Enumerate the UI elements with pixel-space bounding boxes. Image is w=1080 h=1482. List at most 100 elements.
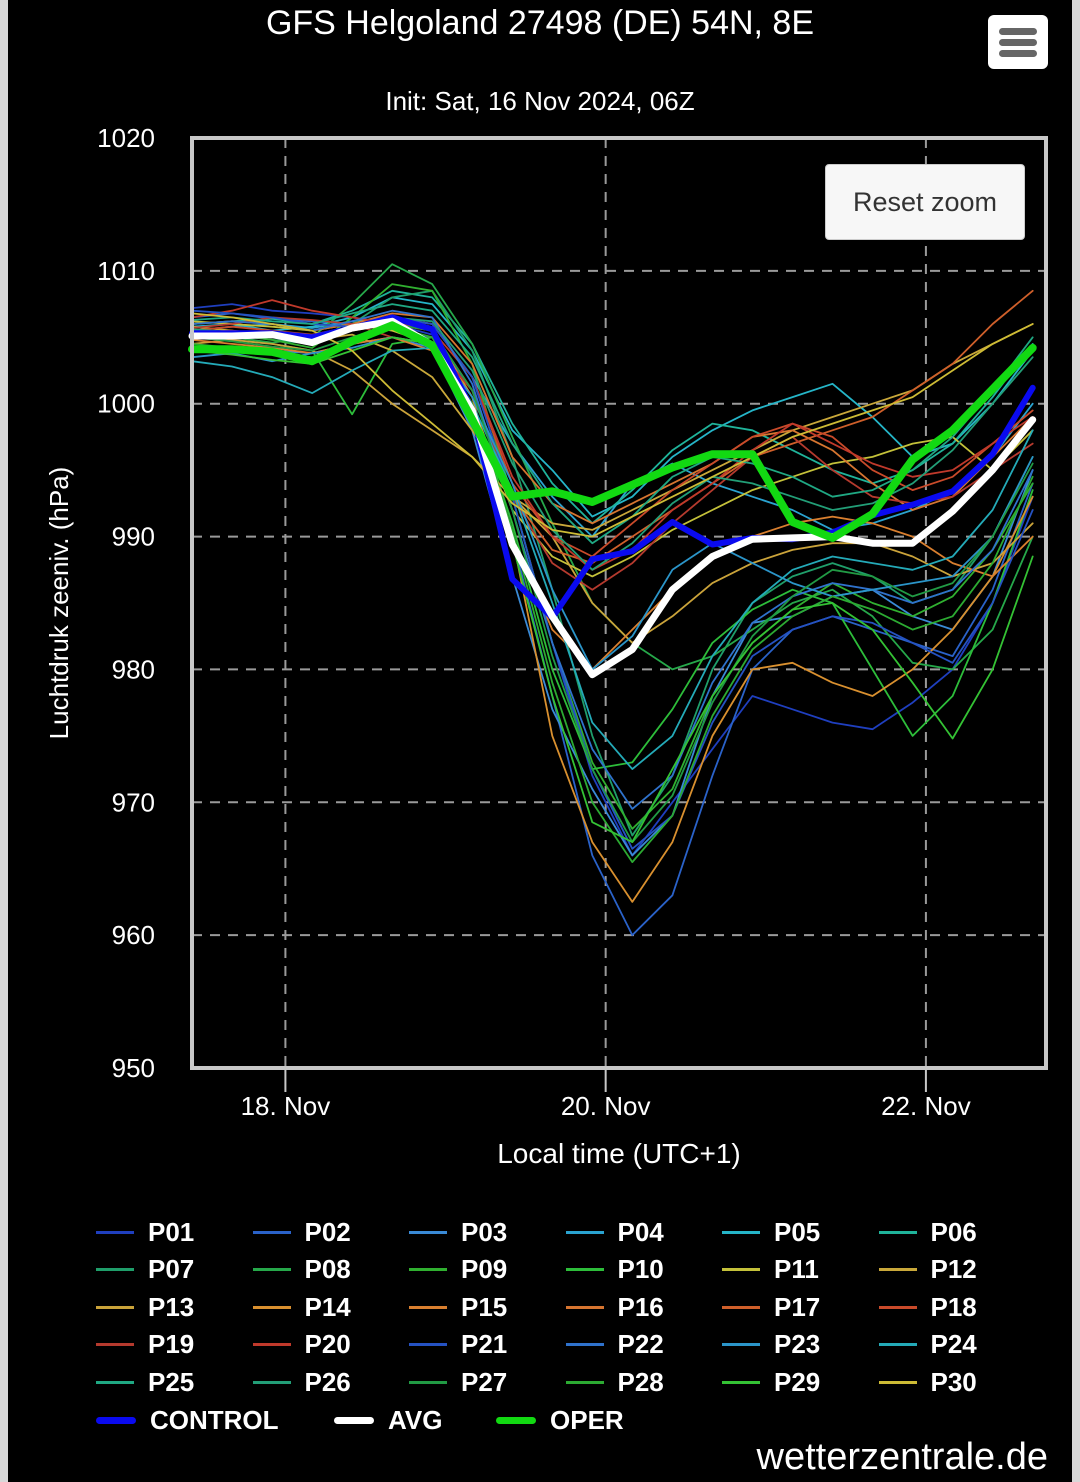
legend-item-p26[interactable]: P26 <box>252 1364 351 1400</box>
legend-swatch <box>252 1268 291 1271</box>
legend-label: P24 <box>930 1329 977 1359</box>
series-line-p16[interactable] <box>191 312 1034 525</box>
legend-swatch <box>878 1380 917 1384</box>
legend-item-p04[interactable]: P04 <box>565 1214 664 1250</box>
legend-item-p21[interactable]: P21 <box>409 1327 507 1363</box>
legend-item-p06[interactable]: P06 <box>878 1214 977 1250</box>
legend-item-p18[interactable]: P18 <box>878 1289 977 1325</box>
series-line-p27[interactable] <box>191 323 1034 843</box>
plot-border <box>190 136 1048 1070</box>
legend-item-p27[interactable]: P27 <box>409 1364 507 1400</box>
y-tick-label: 990 <box>112 522 155 552</box>
legend-item-p05[interactable]: P05 <box>722 1214 820 1250</box>
legend-swatch <box>96 1230 134 1234</box>
legend-label: P21 <box>461 1329 508 1359</box>
x-tick-label: 18. Nov <box>241 1091 331 1121</box>
legend-label: P04 <box>617 1216 664 1247</box>
legend-swatch <box>878 1343 917 1346</box>
legend-item-p14[interactable]: P14 <box>252 1289 351 1325</box>
legend-swatch <box>565 1380 604 1384</box>
legend-label: P07 <box>148 1254 195 1284</box>
legend-label: P06 <box>930 1216 977 1247</box>
hamburger-menu-icon-bar <box>999 50 1037 57</box>
series-line-p19[interactable] <box>191 316 1034 591</box>
legend-label: P16 <box>617 1291 664 1322</box>
series-line-avg[interactable] <box>188 317 1037 679</box>
legend-label: AVG <box>388 1405 443 1435</box>
legend-label: P10 <box>617 1254 664 1284</box>
legend-label: P01 <box>148 1216 195 1247</box>
legend-item-p03[interactable]: P03 <box>409 1214 507 1250</box>
series-line-p29[interactable] <box>191 336 1034 843</box>
reset-zoom-button[interactable]: Reset zoom <box>825 164 1025 240</box>
y-tick-label: 960 <box>112 920 155 950</box>
legend-item-p08[interactable]: P08 <box>252 1252 351 1288</box>
legend-swatch <box>252 1380 291 1384</box>
legend-item-p30[interactable]: P30 <box>878 1364 977 1400</box>
legend-item-p19[interactable]: P19 <box>96 1327 194 1363</box>
chart-subtitle: Init: Sat, 16 Nov 2024, 06Z <box>385 86 695 116</box>
series-line-p22[interactable] <box>191 309 1034 810</box>
legend-item-p10[interactable]: P10 <box>565 1252 664 1288</box>
legend-swatch <box>565 1268 604 1271</box>
legend-swatch <box>96 1343 134 1346</box>
legend-swatch <box>565 1343 604 1346</box>
legend-swatch <box>722 1268 760 1271</box>
legend-item-p28[interactable]: P28 <box>565 1364 664 1400</box>
legend-item-p13[interactable]: P13 <box>96 1289 194 1325</box>
x-axis-label: Local time (UTC+1) <box>497 1138 741 1169</box>
legend-item-p23[interactable]: P23 <box>722 1327 820 1363</box>
legend-swatch <box>878 1268 917 1271</box>
legend-label: P25 <box>148 1366 195 1397</box>
legend-item-control[interactable]: CONTROL <box>96 1403 279 1439</box>
legend-label: P20 <box>304 1329 351 1359</box>
legend-item-p25[interactable]: P25 <box>96 1364 194 1400</box>
legend-label: P22 <box>617 1329 664 1359</box>
legend-item-p20[interactable]: P20 <box>252 1327 351 1363</box>
legend-item-p02[interactable]: P02 <box>252 1214 351 1250</box>
legend-swatch <box>565 1305 604 1309</box>
legend-swatch <box>409 1380 447 1384</box>
legend-item-p24[interactable]: P24 <box>878 1327 977 1363</box>
legend-item-p17[interactable]: P17 <box>722 1289 820 1325</box>
legend-swatch <box>409 1268 447 1271</box>
legend-swatch <box>722 1230 760 1234</box>
legend-label: P11 <box>774 1254 819 1284</box>
legend-item-p15[interactable]: P15 <box>409 1289 507 1325</box>
legend-label: P03 <box>461 1216 508 1247</box>
legend-label: P19 <box>148 1329 195 1359</box>
legend-label: P26 <box>304 1366 351 1397</box>
legend-label: P28 <box>617 1366 664 1397</box>
legend-item-p29[interactable]: P29 <box>722 1364 820 1400</box>
series-line-oper[interactable] <box>188 321 1037 542</box>
legend-item-oper[interactable]: OPER <box>496 1403 624 1439</box>
legend-label: P02 <box>304 1216 351 1247</box>
legend-item-p01[interactable]: P01 <box>96 1214 194 1250</box>
legend-swatch <box>722 1343 760 1346</box>
chart-menu-button[interactable] <box>988 15 1048 69</box>
series-line-p01[interactable] <box>191 303 1034 857</box>
legend-swatch <box>96 1380 134 1384</box>
legend-swatch <box>409 1230 447 1234</box>
series-line-p13[interactable] <box>191 338 1034 644</box>
legend-item-p09[interactable]: P09 <box>409 1252 507 1288</box>
legend-label: OPER <box>550 1405 624 1435</box>
legend-item-p22[interactable]: P22 <box>565 1327 664 1363</box>
legend-item-p12[interactable]: P12 <box>878 1252 977 1288</box>
series-line-p20[interactable] <box>191 299 1034 571</box>
hamburger-menu-icon-bar <box>999 39 1037 46</box>
x-tick-label: 20. Nov <box>561 1091 651 1121</box>
series-line-p30[interactable] <box>191 312 1034 538</box>
legend-item-p07[interactable]: P07 <box>96 1252 194 1288</box>
axis-ticks: 950 960 970 980 990 1000 1010 1020 18. Nov 20. No… <box>97 123 971 1121</box>
legend-label: P29 <box>774 1366 821 1397</box>
legend-item-p16[interactable]: P16 <box>565 1289 664 1325</box>
y-tick-label: 980 <box>112 654 155 684</box>
legend-item-avg[interactable]: AVG <box>334 1403 442 1439</box>
y-tick-label: 1000 <box>97 389 155 419</box>
legend-item-p11[interactable]: P11 <box>722 1252 819 1288</box>
series-line-p24[interactable] <box>191 346 1034 770</box>
legend-label: P12 <box>930 1254 977 1284</box>
series-line-p06[interactable] <box>191 289 1034 525</box>
chart-svg[interactable]: 950 960 970 980 990 1000 1010 1020 18. Nov 20. No… <box>0 0 1080 1200</box>
